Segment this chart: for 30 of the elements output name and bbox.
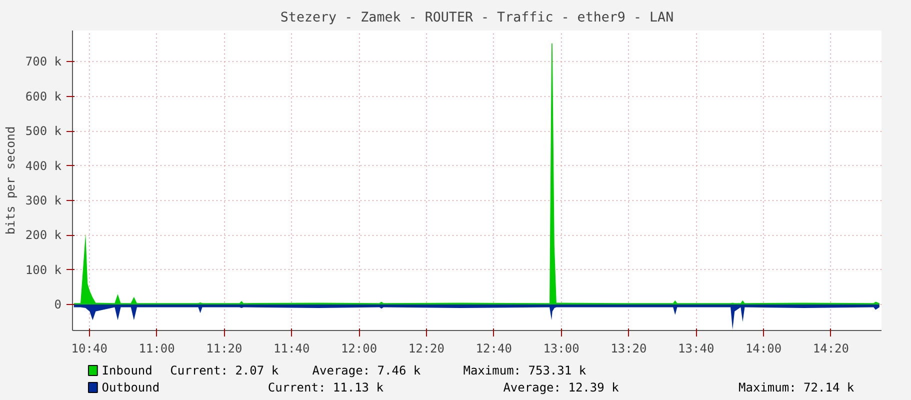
x-tick-label: 14:20 [812, 342, 849, 356]
x-tick-label: 13:40 [678, 342, 714, 356]
legend-label: Outbound [102, 380, 160, 394]
y-tick-label: 400 k [25, 158, 62, 173]
x-tick-label: 14:00 [745, 342, 782, 356]
y-tick-label: 100 k [25, 262, 62, 277]
text: Current: 11.13 k [268, 380, 384, 394]
x-tick-label: 13:20 [610, 342, 647, 356]
text: Maximum: 72.14 k [738, 380, 855, 394]
x-tick-label: 12:40 [476, 342, 512, 356]
x-tick-label: 11:20 [206, 342, 242, 356]
text: Average: 7.46 k [312, 364, 422, 378]
y-tick-label: 500 k [25, 124, 62, 138]
x-tick-label: 10:40 [71, 342, 108, 356]
text: Current: 2.07 k [170, 364, 280, 378]
x-tick-label: 11:40 [274, 342, 310, 356]
legend-label: Inbound [102, 364, 152, 378]
y-tick-label: 300 k [25, 193, 62, 208]
chart-title: Stezery - Zamek - ROUTER - Traffic - ether9 - LAN [280, 10, 674, 26]
y-tick-label: 200 k [25, 228, 62, 242]
y-tick-label: 700 k [25, 54, 62, 69]
y-axis-title: bits per second [3, 126, 18, 235]
x-tick-label: 11:00 [138, 342, 175, 356]
y-tick-label: 0 [54, 297, 62, 312]
text: Maximum: 753.31 k [463, 364, 587, 378]
y-tick-label: 600 k [25, 89, 62, 104]
text: Average: 12.39 k [503, 380, 620, 394]
x-tick-label: 13:00 [543, 342, 580, 356]
x-tick-label: 12:00 [340, 342, 378, 356]
x-tick-label: 12:20 [408, 342, 444, 356]
